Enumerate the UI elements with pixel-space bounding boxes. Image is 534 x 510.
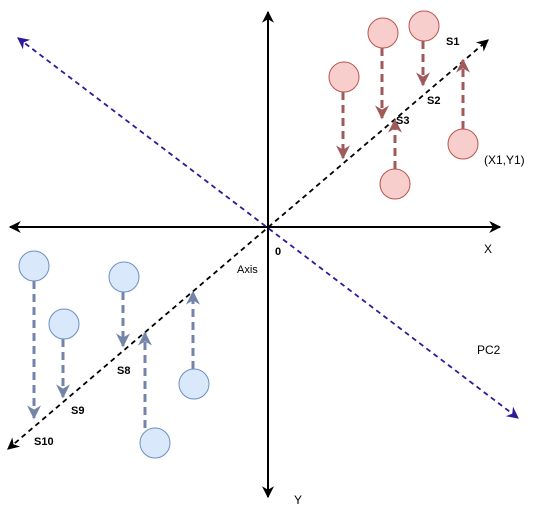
label-s1: S1 [446,36,459,48]
blue-data-point [108,261,140,293]
label-s2: S2 [427,95,440,107]
red-data-point [408,10,440,42]
red-data-point [367,17,399,49]
pc1-line [7,39,489,450]
red-data-point [379,168,411,200]
blue-data-point [18,250,50,282]
label-s3: S3 [396,115,409,127]
label-s9: S9 [71,405,84,417]
blue-data-point [178,368,210,400]
red-data-point [447,128,479,160]
label-axis: Axis [237,264,258,276]
label-s8: S8 [117,365,130,377]
label-s10: S10 [34,436,54,448]
label-origin: 0 [275,246,281,258]
label-y-axis: Y [294,493,302,507]
label-x1y1: (X1,Y1) [484,153,525,167]
red-data-point [328,61,360,93]
label-x-axis: X [484,242,492,256]
label-pc2: PC2 [477,343,501,357]
blue-data-point [139,427,171,459]
blue-data-point [48,308,80,340]
